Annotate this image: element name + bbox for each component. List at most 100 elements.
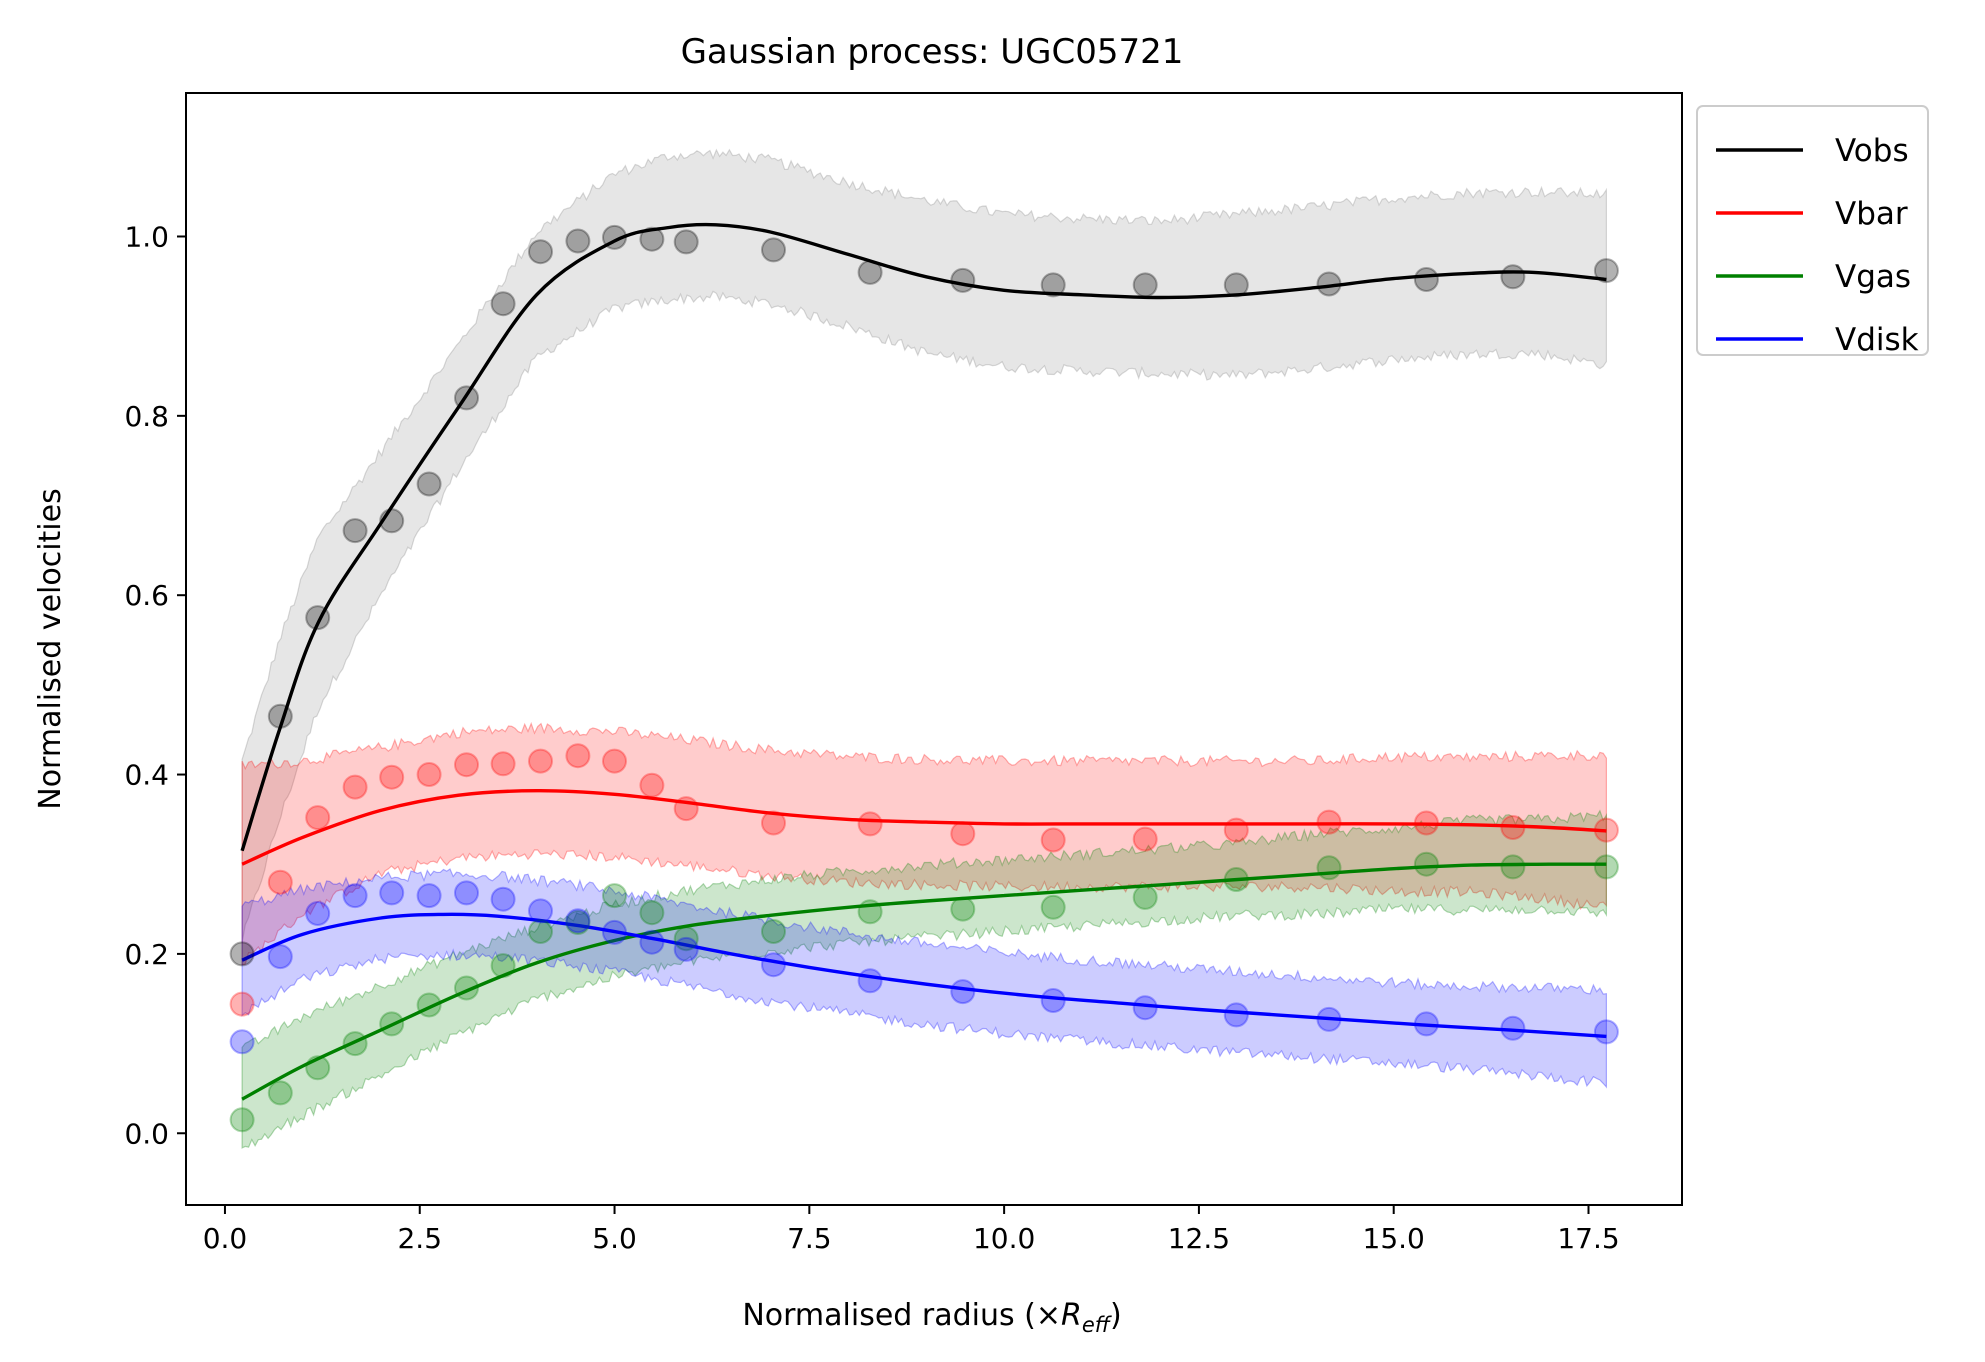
vgas-point <box>229 1107 255 1133</box>
series-points <box>229 224 1619 1133</box>
x-axis-label-text: Normalised radius (× <box>742 1298 1061 1333</box>
legend-label-vbar: Vbar <box>1835 196 1908 232</box>
vobs-line <box>240 222 1607 852</box>
vdisk-point <box>305 901 331 926</box>
vgas-confidence-band <box>241 809 1607 1149</box>
x-tick-label: 15.0 <box>1363 1222 1425 1255</box>
confidence-bands <box>241 148 1607 1149</box>
vbar-point <box>229 991 255 1017</box>
y-tick-label: 0.4 <box>124 759 169 792</box>
vobs-point <box>229 941 255 967</box>
x-tick-label: 12.5 <box>1168 1222 1230 1255</box>
legend-frame <box>1696 105 1929 356</box>
vgas-point <box>1593 854 1619 880</box>
x-axis-label-close: ) <box>1110 1298 1122 1333</box>
vgas-point <box>1132 884 1158 910</box>
vgas-point <box>490 953 516 979</box>
vbar-point <box>1500 815 1526 840</box>
x-tick-label: 7.5 <box>787 1222 832 1255</box>
vdisk-point <box>1500 1015 1526 1041</box>
vbar-point <box>1593 817 1619 843</box>
x-axis-label-subscript: eff <box>1082 1313 1113 1337</box>
vdisk-point <box>342 883 368 909</box>
vdisk-point <box>1593 1019 1619 1045</box>
vdisk-point <box>490 886 516 912</box>
x-tick-label: 5.0 <box>592 1222 637 1255</box>
vobs-point <box>602 224 627 250</box>
vdisk-point <box>1223 1002 1249 1028</box>
vgas-point <box>1223 867 1249 892</box>
vobs-point <box>1132 272 1158 298</box>
vdisk-point <box>857 968 883 994</box>
vdisk-point <box>267 944 293 970</box>
vobs-point <box>416 471 442 497</box>
vdisk-point <box>528 898 553 924</box>
vdisk-point <box>761 952 786 978</box>
vbar-point <box>602 748 627 774</box>
vobs-point <box>1500 264 1526 290</box>
vbar-point <box>490 751 516 777</box>
vobs-point <box>565 228 591 254</box>
vgas-point <box>950 896 976 922</box>
vobs-point <box>490 291 516 317</box>
vgas-point <box>639 900 665 926</box>
vdisk-point <box>1040 988 1066 1013</box>
vbar-point <box>761 810 786 836</box>
x-tick-label: 0.0 <box>203 1222 248 1255</box>
legend-label-vgas: Vgas <box>1835 259 1911 295</box>
vgas-point <box>602 883 627 909</box>
legend: Vobs Vbar Vgas Vdisk <box>1696 105 1929 358</box>
vdisk-point <box>1132 995 1158 1021</box>
y-tick-label: 1.0 <box>124 220 169 253</box>
vgas-point <box>761 919 786 944</box>
x-axis-label-symbol: R <box>1061 1298 1082 1333</box>
vdisk-point <box>454 880 479 906</box>
y-axis: 0.0 0.2 0.4 0.6 0.8 1.0 <box>124 220 186 1150</box>
vbar-point <box>857 811 883 837</box>
series-lines <box>240 222 1607 1101</box>
vgas-point <box>1040 894 1066 920</box>
vobs-point <box>379 508 405 534</box>
vbar-line <box>241 788 1607 866</box>
vgas-point <box>416 992 442 1018</box>
vbar-point <box>1040 827 1066 853</box>
vobs-point <box>1593 258 1619 284</box>
plot-frame <box>185 92 1683 1206</box>
vobs-point <box>1413 267 1439 292</box>
vbar-point <box>1223 817 1249 843</box>
y-tick-label: 0.6 <box>124 579 169 612</box>
vdisk-confidence-band <box>241 868 1607 1089</box>
vbar-point <box>673 796 699 822</box>
vobs-point <box>342 518 368 544</box>
y-tick-label: 0.0 <box>124 1117 169 1150</box>
vbar-point <box>342 774 368 800</box>
vgas-point <box>454 975 479 1001</box>
vobs-point <box>1223 272 1249 298</box>
x-axis: 0.0 2.5 5.0 7.5 10.0 12.5 15.0 17.5 <box>203 1205 1620 1255</box>
vbar-point <box>1413 810 1439 836</box>
y-tick-label: 0.2 <box>124 938 169 971</box>
x-tick-label: 2.5 <box>397 1222 442 1255</box>
vdisk-point <box>639 929 665 955</box>
vgas-point <box>528 919 553 944</box>
vobs-point <box>639 226 665 252</box>
vbar-point <box>950 821 976 847</box>
vdisk-point <box>565 908 591 934</box>
vobs-point <box>305 605 331 631</box>
chart-title: Gaussian process: UGC05721 <box>681 32 1184 72</box>
vbar-point <box>1132 826 1158 852</box>
x-tick-label: 10.0 <box>973 1222 1035 1255</box>
vobs-point <box>950 267 976 293</box>
vgas-point <box>267 1080 293 1106</box>
vdisk-point <box>379 880 405 906</box>
vbar-confidence-band <box>241 721 1607 966</box>
vobs-point <box>267 703 293 729</box>
vgas-point <box>1413 851 1439 877</box>
x-tick-label: 17.5 <box>1557 1222 1619 1255</box>
vgas-point <box>565 910 591 935</box>
vobs-point <box>454 385 479 411</box>
vgas-point <box>857 899 883 925</box>
vdisk-point <box>416 883 442 909</box>
legend-label-vdisk: Vdisk <box>1835 322 1919 358</box>
